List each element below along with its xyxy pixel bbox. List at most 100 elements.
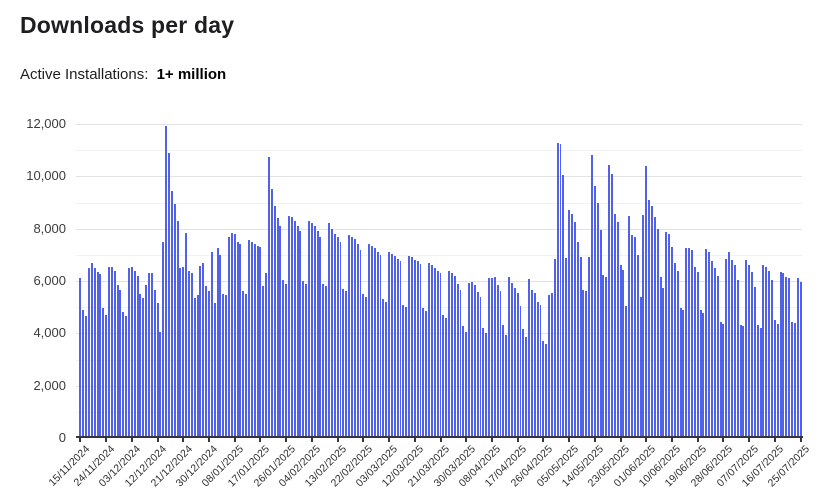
bar[interactable]: [322, 283, 325, 438]
bar[interactable]: [228, 236, 230, 438]
bar[interactable]: [610, 173, 613, 438]
bar[interactable]: [213, 303, 216, 438]
bar[interactable]: [665, 231, 668, 438]
bar[interactable]: [242, 291, 245, 438]
bar[interactable]: [170, 190, 173, 438]
bar[interactable]: [448, 270, 451, 438]
bar[interactable]: [130, 266, 133, 438]
bar[interactable]: [205, 286, 208, 438]
bar[interactable]: [248, 240, 250, 438]
bar[interactable]: [365, 296, 368, 438]
bar[interactable]: [230, 232, 233, 438]
bar[interactable]: [82, 309, 85, 438]
bar[interactable]: [768, 270, 771, 438]
bar[interactable]: [236, 241, 239, 438]
bar[interactable]: [119, 290, 122, 438]
bar[interactable]: [616, 222, 619, 438]
bar[interactable]: [299, 231, 302, 438]
bar[interactable]: [473, 284, 476, 438]
bar[interactable]: [250, 241, 253, 438]
bar[interactable]: [370, 245, 373, 438]
bar[interactable]: [385, 301, 388, 438]
bar[interactable]: [570, 213, 573, 438]
bar[interactable]: [139, 294, 142, 438]
bar[interactable]: [682, 309, 685, 438]
bar[interactable]: [90, 262, 93, 438]
bar[interactable]: [562, 174, 565, 438]
bar[interactable]: [396, 258, 399, 438]
bar[interactable]: [625, 305, 628, 438]
bar[interactable]: [316, 231, 319, 438]
bar[interactable]: [425, 311, 428, 438]
bar[interactable]: [508, 276, 511, 438]
bar[interactable]: [268, 156, 270, 438]
bar[interactable]: [293, 220, 296, 438]
bar[interactable]: [550, 292, 553, 438]
bar[interactable]: [453, 276, 456, 438]
bar[interactable]: [219, 254, 222, 438]
bar[interactable]: [785, 277, 788, 438]
bar[interactable]: [796, 278, 799, 438]
bar[interactable]: [196, 295, 199, 438]
bar[interactable]: [728, 251, 731, 438]
bar[interactable]: [445, 317, 448, 438]
bar[interactable]: [433, 267, 436, 438]
bar[interactable]: [799, 282, 802, 438]
bar[interactable]: [376, 252, 379, 438]
bar[interactable]: [493, 277, 496, 438]
bar[interactable]: [245, 294, 248, 438]
bar[interactable]: [662, 288, 665, 438]
bar[interactable]: [330, 228, 333, 438]
bar[interactable]: [368, 244, 371, 438]
bar[interactable]: [759, 328, 762, 438]
bar[interactable]: [708, 252, 711, 438]
bar[interactable]: [99, 274, 102, 438]
bar[interactable]: [505, 334, 508, 438]
bar[interactable]: [465, 331, 468, 438]
bar[interactable]: [699, 310, 702, 438]
bar[interactable]: [102, 308, 105, 438]
bar[interactable]: [791, 321, 793, 438]
bar[interactable]: [490, 277, 493, 438]
bar[interactable]: [739, 324, 742, 438]
bar[interactable]: [779, 271, 782, 438]
bar[interactable]: [208, 291, 210, 438]
bar[interactable]: [265, 273, 268, 438]
bar[interactable]: [85, 316, 88, 438]
bar[interactable]: [588, 257, 591, 438]
bar[interactable]: [622, 270, 625, 438]
bar[interactable]: [339, 241, 342, 438]
bar[interactable]: [516, 293, 519, 438]
bar[interactable]: [745, 260, 748, 438]
bar[interactable]: [679, 308, 682, 438]
bar[interactable]: [619, 265, 622, 438]
bar[interactable]: [179, 267, 182, 438]
bar[interactable]: [308, 220, 311, 438]
bar[interactable]: [628, 215, 631, 438]
bar[interactable]: [722, 323, 725, 438]
bar[interactable]: [356, 244, 359, 438]
bar[interactable]: [88, 267, 90, 438]
bar[interactable]: [133, 270, 136, 438]
bar[interactable]: [333, 233, 336, 438]
bar[interactable]: [393, 256, 396, 438]
bar[interactable]: [559, 144, 562, 438]
bar[interactable]: [382, 299, 385, 438]
bar[interactable]: [428, 262, 431, 438]
bar[interactable]: [742, 326, 745, 438]
bar[interactable]: [359, 249, 362, 438]
bar[interactable]: [525, 336, 528, 438]
bar[interactable]: [650, 206, 653, 438]
bar[interactable]: [565, 258, 568, 438]
bar[interactable]: [193, 297, 196, 438]
bar[interactable]: [419, 264, 422, 438]
bar[interactable]: [756, 324, 759, 438]
bar[interactable]: [533, 293, 536, 438]
bar[interactable]: [336, 236, 339, 438]
bar[interactable]: [725, 259, 728, 438]
bar[interactable]: [430, 265, 433, 438]
bar[interactable]: [290, 216, 293, 438]
bar[interactable]: [239, 244, 242, 438]
bar[interactable]: [530, 289, 533, 438]
bar[interactable]: [685, 247, 688, 438]
